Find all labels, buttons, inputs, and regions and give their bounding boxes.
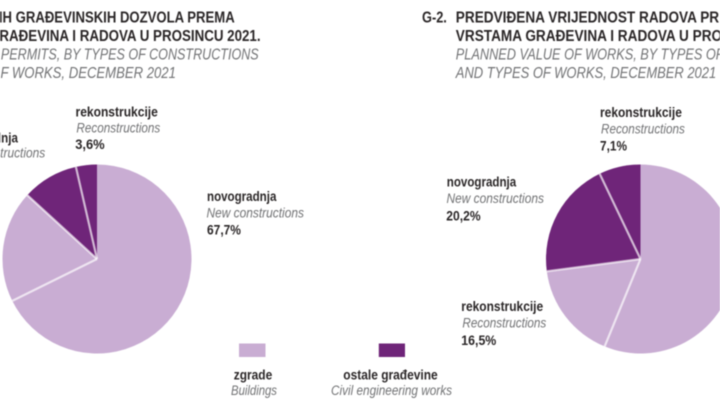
svg-text:20,2%: 20,2% xyxy=(446,208,481,224)
svg-text:novogradnja: novogradnja xyxy=(0,129,19,145)
svg-text:67,7%: 67,7% xyxy=(207,221,241,237)
svg-text:VRSTAMA GRAĐEVINA I RADOVA U P: VRSTAMA GRAĐEVINA I RADOVA U PROSINCU 20… xyxy=(456,28,720,45)
svg-text:zgrade: zgrade xyxy=(234,367,272,383)
svg-text:PLANNED VALUE OF WORKS, BY TYP: PLANNED VALUE OF WORKS, BY TYPES OF CONS… xyxy=(456,46,720,64)
svg-text:16,5%: 16,5% xyxy=(461,332,496,348)
svg-text:3,6%: 3,6% xyxy=(75,137,104,153)
svg-text:G-2.: G-2. xyxy=(422,9,447,27)
svg-text:AND TYPES OF WORKS, DECEMBER 2: AND TYPES OF WORKS, DECEMBER 2021 xyxy=(455,65,716,83)
svg-text:novogradnja: novogradnja xyxy=(207,188,277,204)
svg-text:7,1%: 7,1% xyxy=(600,138,627,154)
svg-text:VRSTAMA GRAĐEVINA I RADOVA U P: VRSTAMA GRAĐEVINA I RADOVA U PROSINCU 20… xyxy=(0,28,261,45)
svg-text:rekonstrukcije: rekonstrukcije xyxy=(76,104,158,120)
svg-text:G-1. BROJ IZDANIH GRAĐEVINSKIH: G-1. BROJ IZDANIH GRAĐEVINSKIH DOZVOLA P… xyxy=(0,9,235,26)
svg-text:PREDVIĐENA VRIJEDNOST RADOVA P: PREDVIĐENA VRIJEDNOST RADOVA PREMA xyxy=(456,10,720,27)
svg-text:ISSUED BUILDING PERMITS, BY TY: ISSUED BUILDING PERMITS, BY TYPES OF CON… xyxy=(0,46,259,64)
svg-text:Buildings: Buildings xyxy=(231,382,277,398)
svg-text:AND TYPES OF WORKS, DECEMBER 2: AND TYPES OF WORKS, DECEMBER 2021 xyxy=(0,65,176,82)
svg-text:New constructions: New constructions xyxy=(0,145,46,161)
svg-text:novogradnja: novogradnja xyxy=(447,174,517,190)
svg-text:rekonstrukcije: rekonstrukcije xyxy=(600,104,682,120)
svg-text:New constructions: New constructions xyxy=(207,204,305,220)
svg-text:Reconstructions: Reconstructions xyxy=(76,119,160,135)
svg-text:New constructions: New constructions xyxy=(447,190,545,206)
svg-text:rekonstrukcije: rekonstrukcije xyxy=(461,298,543,314)
svg-text:Reconstructions: Reconstructions xyxy=(462,314,546,330)
svg-text:ostale građevine: ostale građevine xyxy=(343,367,437,383)
svg-text:Reconstructions: Reconstructions xyxy=(601,120,685,136)
svg-text:Civil engineering works: Civil engineering works xyxy=(331,382,452,398)
